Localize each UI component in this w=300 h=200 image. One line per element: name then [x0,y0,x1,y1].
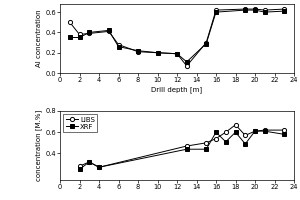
LIBS [185,145,189,147]
LIBS [253,130,257,132]
XRF [263,130,267,132]
LIBS [234,124,237,126]
Line: XRF: XRF [77,129,286,171]
XRF [244,143,247,145]
LIBS [224,131,228,133]
XRF [88,161,91,163]
Y-axis label: Al concentration: Al concentration [36,10,42,67]
LIBS [88,161,91,163]
LIBS [214,137,218,140]
XRF [283,133,286,136]
LIBS [283,129,286,131]
LIBS [263,129,267,131]
XRF [214,131,218,133]
XRF [253,130,257,132]
XRF [97,166,101,168]
X-axis label: Drill depth [m]: Drill depth [m] [152,86,202,93]
LIBS [78,165,81,167]
XRF [185,148,189,150]
Legend: LIBS, XRF: LIBS, XRF [64,114,97,132]
XRF [234,131,237,133]
XRF [78,168,81,171]
LIBS [205,142,208,144]
Y-axis label: concentration [M.%]: concentration [M.%] [36,110,42,181]
XRF [205,148,208,150]
Line: LIBS: LIBS [77,123,286,169]
XRF [224,141,228,143]
LIBS [244,134,247,137]
LIBS [97,166,101,168]
